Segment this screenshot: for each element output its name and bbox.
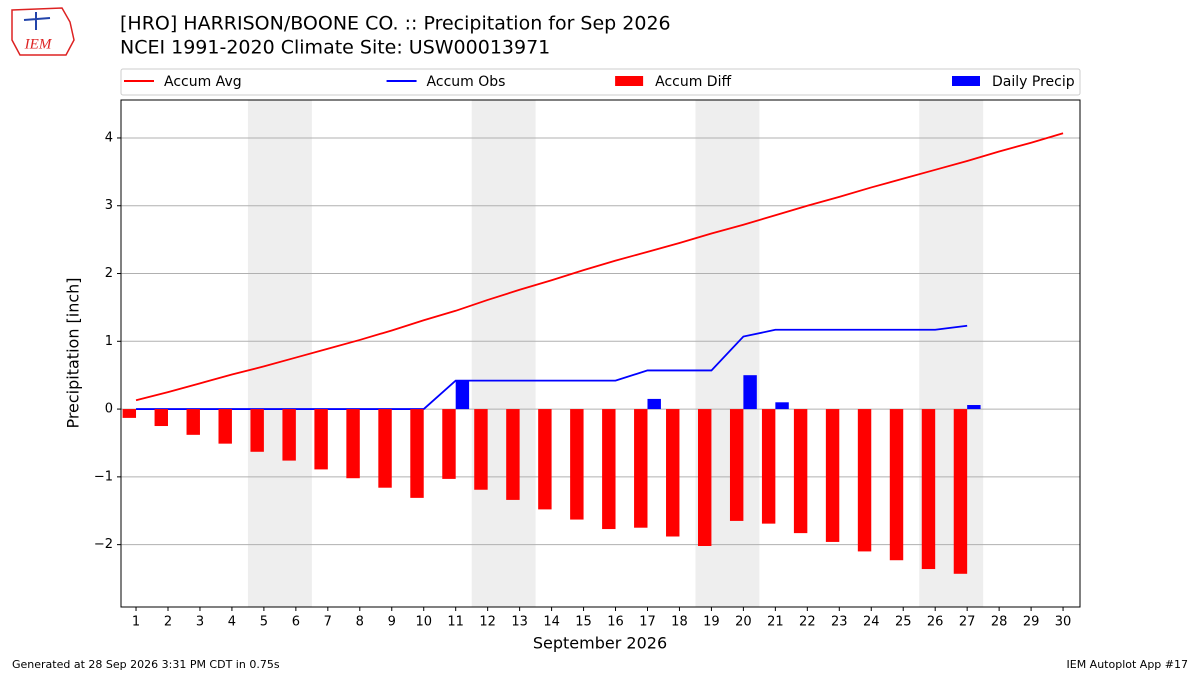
x-tick-label: 5 <box>260 615 268 630</box>
bar <box>474 409 488 490</box>
weekend-shade <box>471 100 536 607</box>
bar <box>378 409 392 488</box>
x-tick-label: 15 <box>575 615 592 630</box>
weekend-shade <box>247 100 312 607</box>
bar <box>346 409 360 479</box>
x-tick-label: 11 <box>447 615 464 630</box>
x-tick-label: 27 <box>959 615 976 630</box>
y-tick-label: −2 <box>94 537 113 552</box>
y-tick-label: −1 <box>94 469 113 484</box>
bar <box>154 409 168 427</box>
x-tick-label: 22 <box>799 615 816 630</box>
x-tick-label: 12 <box>479 615 496 630</box>
legend-swatch <box>615 76 644 86</box>
bar <box>602 409 616 530</box>
x-tick-label: 24 <box>863 615 880 630</box>
legend-label: Accum Diff <box>655 74 731 90</box>
bar <box>455 380 470 410</box>
x-tick-label: 3 <box>196 615 204 630</box>
line-series <box>135 132 1064 402</box>
bar <box>647 398 661 410</box>
bar <box>314 409 328 470</box>
bar <box>506 409 520 500</box>
bar <box>442 409 456 479</box>
x-tick-label: 18 <box>671 615 688 630</box>
bar <box>857 409 872 552</box>
bar <box>697 409 712 546</box>
bar <box>186 409 200 435</box>
x-tick-label: 9 <box>388 615 396 630</box>
bar <box>570 409 584 520</box>
x-tick-label: 1 <box>132 615 140 630</box>
legend-label: Daily Precip <box>992 74 1075 90</box>
bar <box>218 409 232 444</box>
bar <box>666 409 680 537</box>
x-tick-label: 28 <box>991 615 1008 630</box>
x-tick-label: 21 <box>767 615 784 630</box>
x-tick-label: 10 <box>415 615 432 630</box>
x-tick-label: 2 <box>164 615 172 630</box>
x-tick-label: 6 <box>292 615 300 630</box>
bar <box>793 409 808 534</box>
x-tick-label: 16 <box>607 615 624 630</box>
chart-title: [HRO] HARRISON/BOONE CO. :: Precipitatio… <box>120 13 671 35</box>
bar <box>538 409 552 510</box>
x-tick-label: 29 <box>1023 615 1040 630</box>
x-tick-label: 25 <box>895 615 912 630</box>
bar <box>921 409 936 570</box>
legend-label: Accum Obs <box>427 74 506 90</box>
chart-subtitle: NCEI 1991-2020 Climate Site: USW00013971 <box>120 37 550 59</box>
y-tick-label: 0 <box>105 402 113 417</box>
bar <box>410 409 424 498</box>
y-axis-label: Precipitation [inch] <box>64 277 83 428</box>
y-tick-label: 4 <box>105 130 113 145</box>
line-series <box>136 324 968 410</box>
bar <box>282 409 296 461</box>
bar <box>967 405 981 410</box>
footer-right: IEM Autoplot App #17 <box>1067 658 1189 671</box>
bar <box>729 409 744 521</box>
x-tick-label: 26 <box>927 615 944 630</box>
y-tick-label: 1 <box>105 334 113 349</box>
bar <box>634 409 648 528</box>
bar <box>250 409 264 452</box>
bar <box>775 402 789 410</box>
logo: IEM <box>11 7 75 56</box>
bar <box>889 409 904 561</box>
x-tick-label: 13 <box>511 615 528 630</box>
x-tick-label: 8 <box>356 615 364 630</box>
bar <box>825 409 840 542</box>
footer-left: Generated at 28 Sep 2026 3:31 PM CDT in … <box>12 658 280 671</box>
bar <box>122 409 137 418</box>
legend-swatch <box>952 76 980 86</box>
x-axis-label: September 2026 <box>533 634 667 653</box>
y-tick-label: 2 <box>105 266 113 281</box>
x-tick-label: 14 <box>543 615 560 630</box>
x-tick-label: 4 <box>228 615 236 630</box>
bar <box>743 375 757 410</box>
legend-box <box>120 68 1081 96</box>
x-tick-label: 23 <box>831 615 848 630</box>
x-tick-label: 19 <box>703 615 720 630</box>
plot-frame <box>120 99 1081 608</box>
bar <box>761 409 776 524</box>
x-tick-label: 30 <box>1055 615 1072 630</box>
x-tick-label: 20 <box>735 615 752 630</box>
bar <box>953 409 968 574</box>
legend-label: Accum Avg <box>164 74 242 90</box>
x-tick-label: 17 <box>639 615 656 630</box>
y-tick-label: 3 <box>105 198 113 213</box>
x-tick-label: 7 <box>324 615 332 630</box>
logo-text: IEM <box>24 36 53 52</box>
